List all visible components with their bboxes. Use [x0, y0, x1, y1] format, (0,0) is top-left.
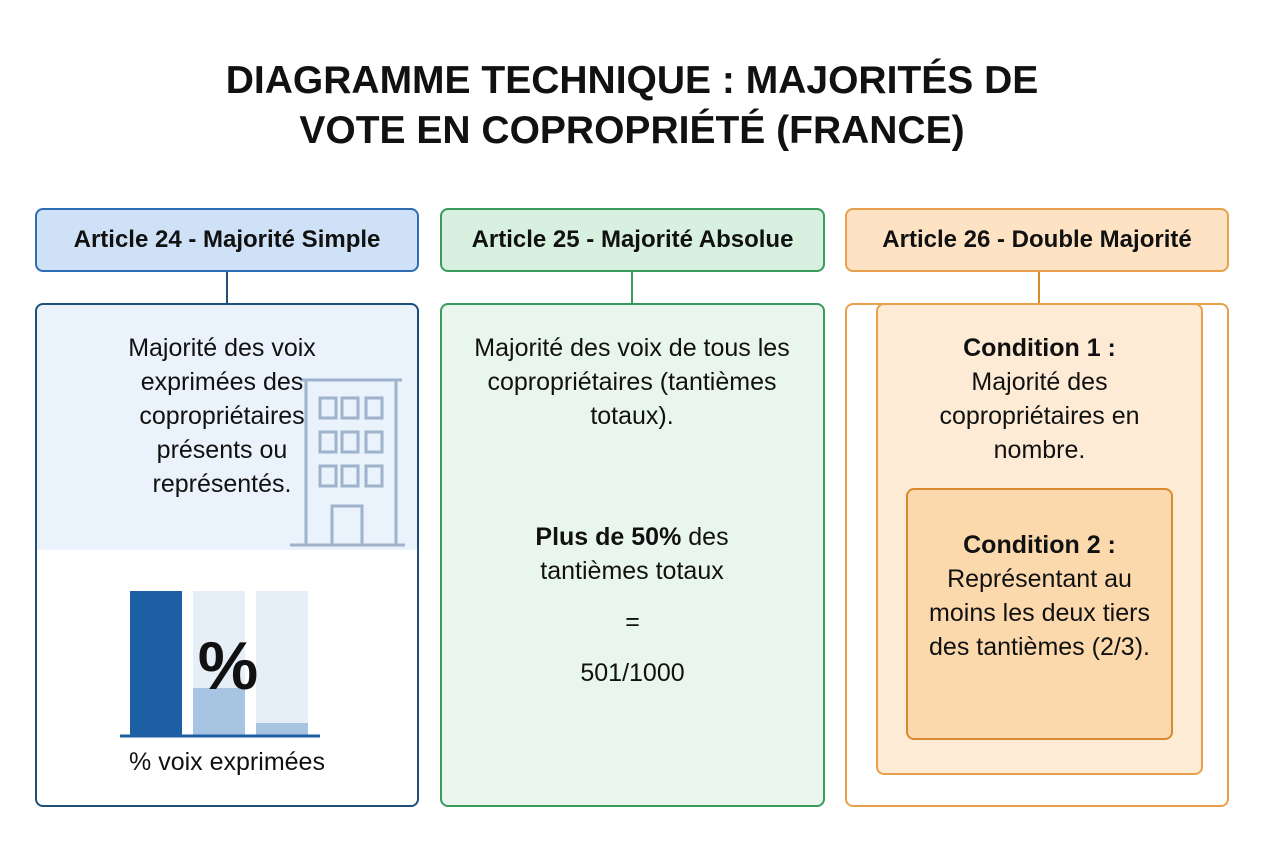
condition-label: Condition 2 :	[963, 531, 1116, 559]
condition-box	[906, 488, 1173, 740]
header: Article 25 - Majorité Absolue	[440, 208, 825, 272]
equals: =	[625, 608, 640, 636]
panel	[440, 303, 825, 807]
condition-text: Majorité des copropriétaires en nombre.	[939, 368, 1140, 464]
header: Article 26 - Double Majorité	[845, 208, 1229, 272]
connector	[226, 272, 228, 303]
threshold-bold: Plus de 50%	[535, 523, 682, 551]
connector	[631, 272, 633, 303]
icon-symbol: %	[198, 628, 258, 704]
caption: % voix exprimées	[129, 748, 325, 776]
threshold: Plus de 50% des tantièmes totaux	[502, 520, 762, 588]
chart-icon: %	[120, 591, 320, 738]
condition: Condition 2 : Représentant au moins les d…	[916, 528, 1163, 664]
description: Majorité des voix exprimées des copropri…	[128, 334, 316, 498]
description: Majorité des voix de tous les copropriét…	[474, 334, 790, 430]
threshold-text: des tantièmes totaux	[540, 523, 729, 585]
header: Article 24 - Majorité Simple	[35, 208, 419, 272]
condition-text: Représentant au moins les deux tiers des…	[929, 565, 1150, 661]
title: DIAGRAMME TECHNIQUE : MAJORITÉS DE VOTE …	[225, 59, 1039, 152]
building-icon	[290, 378, 405, 547]
connector	[1038, 272, 1040, 303]
threshold-value: 501/1000	[580, 659, 685, 687]
condition: Condition 1 : Majorité des copropriétaire…	[906, 331, 1173, 467]
condition-label: Condition 1 :	[963, 334, 1116, 362]
